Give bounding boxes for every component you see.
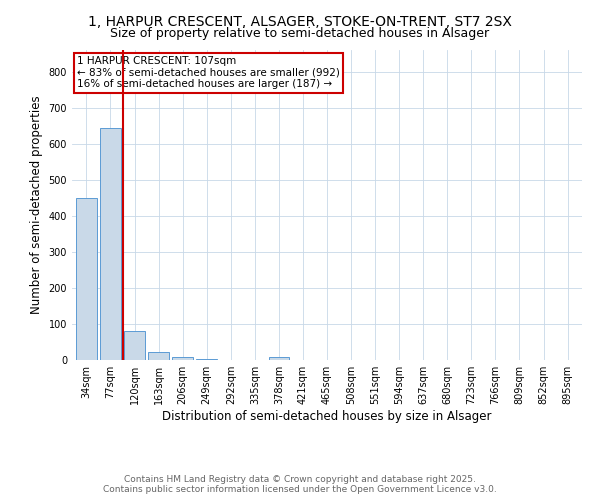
Text: Contains HM Land Registry data © Crown copyright and database right 2025.: Contains HM Land Registry data © Crown c…	[124, 475, 476, 484]
Text: Contains public sector information licensed under the Open Government Licence v3: Contains public sector information licen…	[103, 485, 497, 494]
Y-axis label: Number of semi-detached properties: Number of semi-detached properties	[30, 96, 43, 314]
X-axis label: Distribution of semi-detached houses by size in Alsager: Distribution of semi-detached houses by …	[162, 410, 492, 423]
Bar	[269, 357, 289, 360]
Bar	[172, 357, 193, 360]
Text: Size of property relative to semi-detached houses in Alsager: Size of property relative to semi-detach…	[110, 28, 490, 40]
Text: 1 HARPUR CRESCENT: 107sqm
← 83% of semi-detached houses are smaller (992)
16% of: 1 HARPUR CRESCENT: 107sqm ← 83% of semi-…	[77, 56, 340, 90]
Bar	[76, 198, 97, 360]
Bar	[148, 352, 169, 360]
Bar	[124, 331, 145, 360]
Text: 1, HARPUR CRESCENT, ALSAGER, STOKE-ON-TRENT, ST7 2SX: 1, HARPUR CRESCENT, ALSAGER, STOKE-ON-TR…	[88, 15, 512, 29]
Bar	[100, 128, 121, 360]
Bar	[196, 358, 217, 360]
